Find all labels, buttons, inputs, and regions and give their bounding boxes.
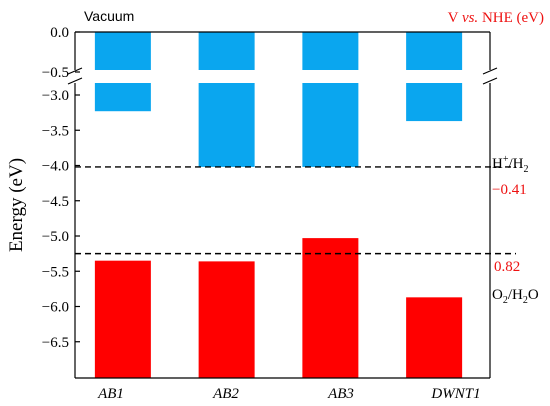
y-tick-label: −4.0 — [42, 159, 69, 175]
bars — [93, 32, 464, 378]
vacuum-label: Vacuum — [84, 8, 134, 24]
h-plus-h2-label: H+/H2 — [492, 154, 528, 175]
category-label-ab2: AB2 — [212, 386, 239, 402]
y-tick-label: −4.5 — [42, 194, 69, 210]
y-tick-label: −5.5 — [42, 264, 69, 280]
axis-break-right — [482, 67, 498, 85]
y-axis-label: Energy (eV) — [6, 158, 27, 252]
y-tick-label: −6.5 — [42, 335, 69, 351]
h-nhe-label: −0.41 — [492, 182, 527, 198]
axis-break-gap — [93, 70, 152, 83]
y-tick-label: −6.0 — [42, 300, 69, 316]
axis-break-gap — [301, 70, 360, 83]
valence-band-bar-ab2 — [198, 261, 255, 378]
right-axis-title: V vs. NHE (eV) — [448, 10, 544, 26]
reference-lines — [75, 166, 516, 255]
category-label-dwnt1: DWNT1 — [430, 386, 480, 402]
y-tick-label: −3.0 — [42, 88, 69, 104]
category-label-ab3: AB3 — [327, 386, 354, 402]
o2-h2o-label: O2/H2O — [492, 287, 539, 306]
conduction-band-bar-ab2 — [198, 32, 255, 167]
valence-band-bar-dwnt1 — [406, 297, 463, 378]
y-tick-label: −3.5 — [42, 123, 69, 139]
y-ticks: 0.0 −0.5 −3.0 −3.5 −4.0 −4.5 −5.0 −5.5 −6.0 −6.5 — [42, 25, 80, 351]
axis-break-left — [67, 67, 83, 85]
category-label-ab1: AB1 — [97, 386, 124, 402]
y-tick-label: −5.0 — [42, 229, 69, 245]
conduction-band-bar-ab3 — [302, 32, 359, 167]
y-tick-label: 0.0 — [50, 25, 69, 41]
o-nhe-label: 0.82 — [494, 259, 520, 275]
valence-band-bar-ab1 — [94, 260, 151, 378]
axis-break-gap — [405, 70, 464, 83]
valence-band-bar-ab3 — [302, 238, 359, 378]
axis-break-gap — [197, 70, 256, 83]
y-tick-label: −0.5 — [42, 65, 69, 81]
